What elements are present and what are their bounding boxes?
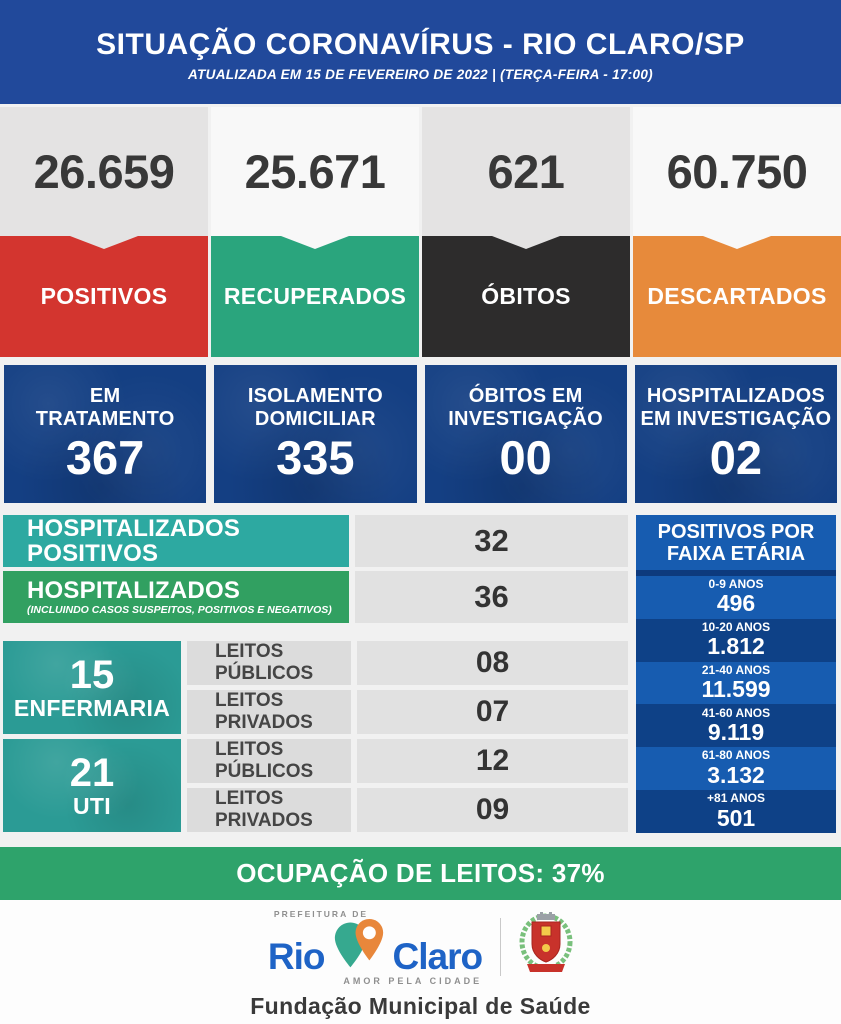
- table-row: HOSPITALIZADOS (INCLUINDO CASOS SUSPEITO…: [3, 571, 628, 623]
- age-panel-title: POSITIVOS POR FAIXA ETÁRIA: [636, 515, 836, 570]
- age-bracket-panel: POSITIVOS POR FAIXA ETÁRIA 0-9 ANOS 496 …: [636, 515, 836, 833]
- bed-row-value: 07: [357, 690, 628, 734]
- wordmark-row: Rio Claro: [267, 918, 484, 978]
- brand-row: PREFEITURA DE Rio Claro AMOR PELA CIDADE: [268, 909, 573, 986]
- descartados-label: DESCARTADOS: [633, 236, 841, 357]
- status-value: 00: [499, 431, 552, 485]
- age-value: 501: [716, 804, 756, 831]
- occupancy-bar: OCUPAÇÃO DE LEITOS: 37%: [0, 847, 841, 900]
- age-value: 3.132: [707, 761, 765, 788]
- summary-card-recuperados: 25.671 RECUPERADOS: [211, 107, 419, 357]
- wordmark-rio: Rio: [267, 936, 326, 978]
- age-label: +81 ANOS: [707, 791, 765, 806]
- status-value: 02: [709, 431, 763, 485]
- status-box-obitos-investigacao: ÓBITOS EM INVESTIGAÇÃO 00: [425, 365, 627, 503]
- page-title: SITUAÇÃO CORONAVÍRUS - RIO CLARO/SP: [96, 28, 745, 61]
- enfermaria-count: 15: [69, 653, 115, 697]
- footer: PREFEITURA DE Rio Claro AMOR PELA CIDADE: [0, 900, 841, 1024]
- status-box-hospitalizados-investigacao: HOSPITALIZADOS EM INVESTIGAÇÃO 02: [635, 365, 837, 503]
- age-row-21-40: 21-40 ANOS 11.599: [636, 661, 836, 705]
- bed-row-label: LEITOS PÚBLICOS: [187, 739, 351, 783]
- age-label: 41-60 ANOS: [701, 705, 771, 720]
- age-row-0-9: 0-9 ANOS 496: [636, 576, 836, 619]
- bed-row-label: LEITOS PÚBLICOS: [187, 641, 351, 685]
- age-row-61-80: 61-80 ANOS 3.132: [636, 747, 836, 791]
- status-label: ÓBITOS EM INVESTIGAÇÃO: [448, 385, 603, 431]
- status-label: EM TRATAMENTO: [35, 385, 175, 431]
- summary-card-positivos: 26.659 POSITIVOS: [0, 107, 208, 357]
- uti-name: UTI: [73, 793, 111, 819]
- age-label: 21-40 ANOS: [701, 662, 771, 677]
- age-value: 1.812: [707, 633, 765, 660]
- bed-row-value: 09: [357, 788, 628, 832]
- status-label: ISOLAMENTO DOMICILIAR: [247, 385, 383, 431]
- recuperados-label: RECUPERADOS: [211, 236, 419, 357]
- wordmark-claro: Claro: [392, 936, 484, 978]
- enfermaria-block: 15 ENFERMARIA: [3, 641, 181, 734]
- page-subtitle: ATUALIZADA EM 15 DE FEVEREIRO DE 2022 | …: [188, 67, 653, 82]
- occupancy-label: OCUPAÇÃO DE LEITOS: 37%: [236, 858, 605, 888]
- recuperados-count: 25.671: [211, 107, 419, 236]
- age-label: 61-80 ANOS: [701, 748, 771, 763]
- status-label: HOSPITALIZADOS EM INVESTIGAÇÃO: [640, 385, 832, 431]
- descartados-count: 60.750: [633, 107, 841, 236]
- row-label: HOSPITALIZADOS: [27, 576, 241, 604]
- bed-row-label: LEITOS PRIVADOS: [187, 788, 351, 832]
- status-box-em-tratamento: EM TRATAMENTO 367: [4, 365, 206, 503]
- row-sublabel: (INCLUINDO CASOS SUSPEITOS, POSITIVOS E …: [27, 604, 332, 617]
- hospitalizados-value: 36: [355, 571, 628, 623]
- positivos-count: 26.659: [0, 107, 208, 236]
- status-value: 335: [276, 431, 355, 485]
- header: SITUAÇÃO CORONAVÍRUS - RIO CLARO/SP ATUA…: [0, 0, 841, 104]
- age-value: 496: [716, 590, 756, 617]
- prefecture-caption: PREFEITURA DE: [273, 908, 369, 919]
- status-box-isolamento: ISOLAMENTO DOMICILIAR 335: [214, 365, 416, 503]
- uti-count: 21: [69, 751, 115, 795]
- obitos-count: 621: [422, 107, 630, 236]
- slogan: AMOR PELA CIDADE: [343, 975, 483, 986]
- age-value: 11.599: [701, 676, 771, 703]
- age-value: 9.119: [707, 718, 765, 745]
- enfermaria-section: 15 ENFERMARIA LEITOS PÚBLICOS 08 LEITOS …: [3, 641, 628, 734]
- summary-card-obitos: 621 ÓBITOS: [422, 107, 630, 357]
- uti-section: 21 UTI LEITOS PÚBLICOS 12 LEITOS PRIVADO…: [3, 739, 628, 832]
- hospitalizados-positivos-bar: HOSPITALIZADOS POSITIVOS: [3, 515, 349, 567]
- table-row: HOSPITALIZADOS POSITIVOS 32: [3, 515, 628, 567]
- row-label: HOSPITALIZADOS POSITIVOS: [27, 514, 241, 567]
- age-row-81-plus: +81 ANOS 501: [636, 790, 836, 833]
- status-boxes: EM TRATAMENTO 367 ISOLAMENTO DOMICILIAR …: [4, 365, 837, 503]
- age-row-41-60: 41-60 ANOS 9.119: [636, 704, 836, 748]
- positivos-label: POSITIVOS: [0, 236, 208, 357]
- hospitalizados-bar: HOSPITALIZADOS (INCLUINDO CASOS SUSPEITO…: [3, 571, 349, 623]
- bed-row-value: 12: [357, 739, 628, 783]
- city-crest-icon: [519, 911, 573, 983]
- map-pins-icon: [327, 918, 391, 974]
- hospitalization-table: HOSPITALIZADOS POSITIVOS 32 HOSPITALIZAD…: [3, 515, 628, 833]
- status-value: 367: [65, 431, 145, 485]
- footer-divider: [500, 918, 502, 976]
- age-label: 0-9 ANOS: [708, 577, 764, 592]
- hospitalizados-positivos-value: 32: [355, 515, 628, 567]
- rio-claro-logo: PREFEITURA DE Rio Claro AMOR PELA CIDADE: [267, 908, 484, 986]
- summary-cards: 26.659 POSITIVOS 25.671 RECUPERADOS 621 …: [0, 107, 841, 357]
- uti-block: 21 UTI: [3, 739, 181, 832]
- bed-row-label: LEITOS PRIVADOS: [187, 690, 351, 734]
- age-rows: 0-9 ANOS 496 10-20 ANOS 1.812 21-40 ANOS…: [636, 576, 836, 833]
- hospitalization-section: HOSPITALIZADOS POSITIVOS 32 HOSPITALIZAD…: [0, 515, 841, 833]
- age-label: 10-20 ANOS: [701, 620, 771, 634]
- enfermaria-name: ENFERMARIA: [13, 695, 171, 721]
- age-row-10-20: 10-20 ANOS 1.812: [636, 618, 836, 662]
- organization-name: Fundação Municipal de Saúde: [250, 992, 591, 1019]
- obitos-label: ÓBITOS: [422, 236, 630, 357]
- summary-card-descartados: 60.750 DESCARTADOS: [633, 107, 841, 357]
- bed-row-value: 08: [357, 641, 628, 685]
